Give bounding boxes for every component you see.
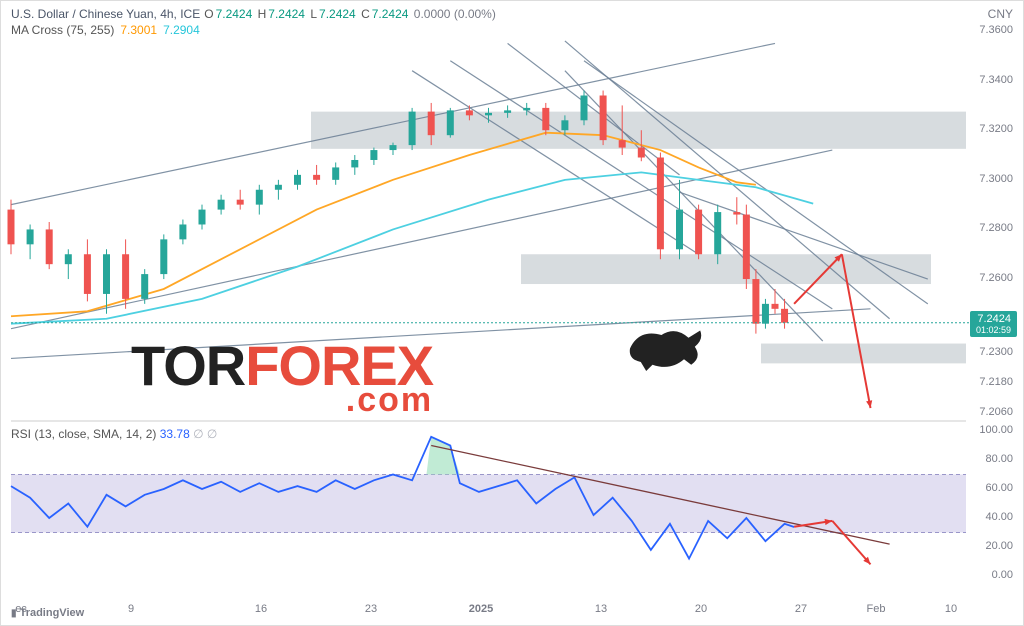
price-tick: 7.2600 (965, 272, 1013, 284)
price-tick: 7.2300 (965, 346, 1013, 358)
tradingview-logo: ▮ TradingView (11, 607, 84, 619)
ma-v2: 7.2904 (163, 23, 200, 37)
rsi-tick: 80.00 (965, 453, 1013, 465)
time-tick: Feb (867, 603, 886, 615)
chart-svg (1, 1, 1024, 626)
rsi-tick: 20.00 (965, 540, 1013, 552)
time-tick: 13 (595, 603, 607, 615)
time-tick: 27 (795, 603, 807, 615)
time-tick: 16 (255, 603, 267, 615)
price-tick: 7.3000 (965, 173, 1013, 185)
time-tick: 23 (365, 603, 377, 615)
rsi-header: RSI (13, close, SMA, 14, 2) 33.78 ∅ ∅ (11, 427, 217, 441)
time-tick: 9 (128, 603, 134, 615)
ma-v1: 7.3001 (120, 23, 157, 37)
rsi-value: 33.78 (160, 427, 190, 441)
price-tick: 7.3600 (965, 24, 1013, 36)
price-tick: 7.2180 (965, 376, 1013, 388)
current-price-value: 7.2424 (977, 313, 1011, 325)
ohlc-block: O7.2424 H7.2424 L7.2424 C7.2424 0.0000 (… (204, 7, 498, 21)
symbol-name: U.S. Dollar / Chinese Yuan, 4h, ICE (11, 7, 200, 21)
time-tick: 10 (945, 603, 957, 615)
price-tick: 7.2800 (965, 222, 1013, 234)
currency-label: CNY (988, 7, 1013, 21)
rsi-tick: 40.00 (965, 511, 1013, 523)
price-tick: 7.3200 (965, 123, 1013, 135)
time-tick: 2025 (469, 603, 493, 615)
rsi-tick: 0.00 (965, 569, 1013, 581)
price-tick: 7.3400 (965, 74, 1013, 86)
time-tick: 20 (695, 603, 707, 615)
ma-header: MA Cross (75, 255) 7.3001 7.2904 (11, 23, 200, 37)
rsi-tick: 100.00 (965, 424, 1013, 436)
rsi-tick: 60.00 (965, 482, 1013, 494)
current-price-badge: 7.2424 01:02:59 (970, 311, 1017, 337)
ma-label: MA Cross (75, 255) (11, 23, 114, 37)
price-tick: 7.2060 (965, 406, 1013, 418)
current-price-countdown: 01:02:59 (976, 325, 1011, 335)
chart-root: U.S. Dollar / Chinese Yuan, 4h, ICE O7.2… (0, 0, 1024, 626)
symbol-header: U.S. Dollar / Chinese Yuan, 4h, ICE O7.2… (11, 7, 498, 21)
